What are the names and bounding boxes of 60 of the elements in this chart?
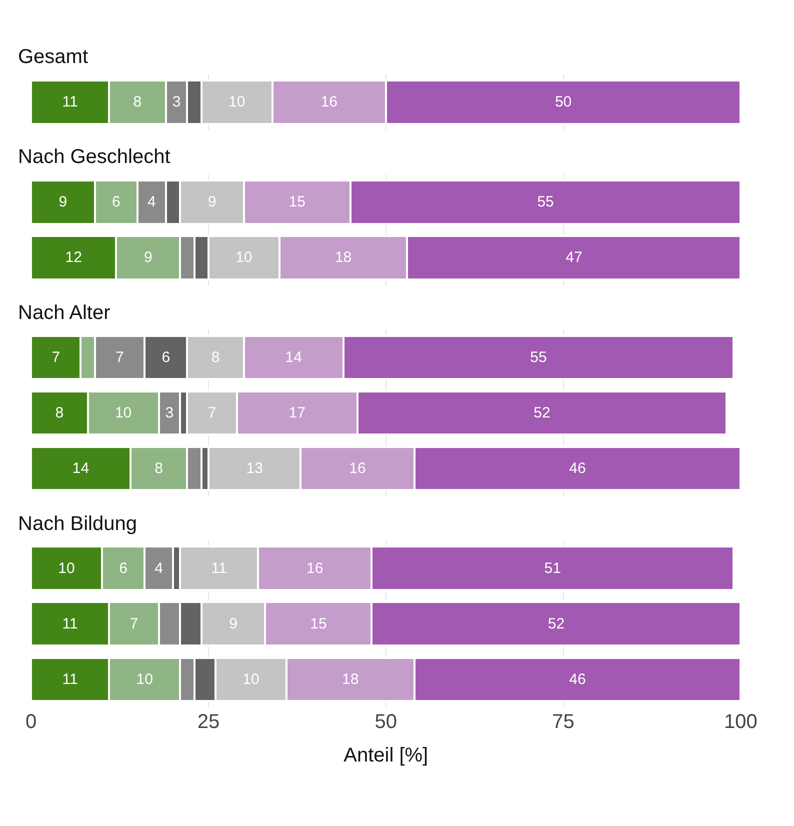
- x-tick-label: 25: [197, 711, 220, 734]
- data-label: 8: [133, 94, 142, 111]
- data-label: 8: [154, 460, 163, 478]
- data-label: 51: [544, 560, 561, 577]
- data-label: 8: [211, 348, 220, 366]
- data-label: 7: [116, 348, 124, 366]
- data-label: 17: [288, 404, 306, 422]
- data-label: 7: [130, 615, 138, 632]
- data-label: 9: [58, 194, 68, 211]
- data-label: 55: [530, 348, 547, 366]
- data-label: 16: [306, 560, 324, 577]
- x-tick-label: 0: [25, 711, 37, 734]
- chart-title: Nach Bildung: [18, 513, 137, 535]
- data-label: 3: [165, 404, 174, 422]
- data-label: 9: [229, 615, 238, 632]
- data-label: 52: [534, 404, 550, 422]
- data-label: 9: [144, 249, 152, 266]
- data-label: 4: [147, 194, 156, 211]
- data-label: 9: [208, 194, 216, 211]
- data-label: 11: [62, 670, 78, 688]
- data-label: 47: [566, 249, 582, 266]
- data-label: 8: [55, 404, 64, 422]
- data-label: 10: [114, 404, 132, 422]
- data-label: 3: [172, 94, 181, 111]
- data-label: 13: [246, 460, 263, 478]
- data-label: 11: [211, 560, 227, 577]
- chart-title: Nach Alter: [18, 302, 111, 324]
- data-label: 46: [569, 670, 586, 688]
- data-label: 16: [320, 94, 338, 111]
- data-label: 46: [569, 460, 586, 478]
- data-label: 10: [228, 94, 246, 111]
- x-tick-label: 75: [552, 711, 574, 734]
- data-label: 10: [236, 249, 252, 266]
- data-label: 10: [242, 670, 260, 688]
- data-label: 18: [334, 249, 352, 266]
- data-label: 15: [288, 194, 306, 211]
- chart-title: Nach Geschlecht: [18, 146, 171, 168]
- data-label: 6: [119, 560, 128, 577]
- data-label: 14: [72, 460, 90, 478]
- data-label: 15: [310, 615, 327, 632]
- data-label: 14: [285, 348, 302, 366]
- x-axis-title: Anteil [%]: [344, 744, 428, 767]
- data-label: 16: [349, 460, 366, 478]
- x-tick-label: 50: [374, 711, 397, 734]
- data-label: 12: [65, 249, 82, 266]
- data-label: 55: [537, 194, 554, 211]
- data-label: 18: [342, 670, 359, 688]
- data-label: 7: [208, 404, 216, 422]
- x-tick-label: 100: [724, 711, 758, 734]
- data-label: 11: [62, 615, 78, 632]
- data-label: 10: [136, 670, 153, 688]
- data-label: 7: [52, 348, 60, 366]
- data-label: 4: [154, 560, 163, 577]
- data-label: 11: [62, 94, 78, 111]
- data-label: 6: [162, 348, 170, 366]
- data-label: 52: [548, 615, 565, 632]
- data-label: 50: [554, 94, 572, 111]
- data-label: 6: [112, 194, 120, 211]
- chart-title: Gesamt: [18, 46, 88, 68]
- data-label: 10: [58, 560, 75, 577]
